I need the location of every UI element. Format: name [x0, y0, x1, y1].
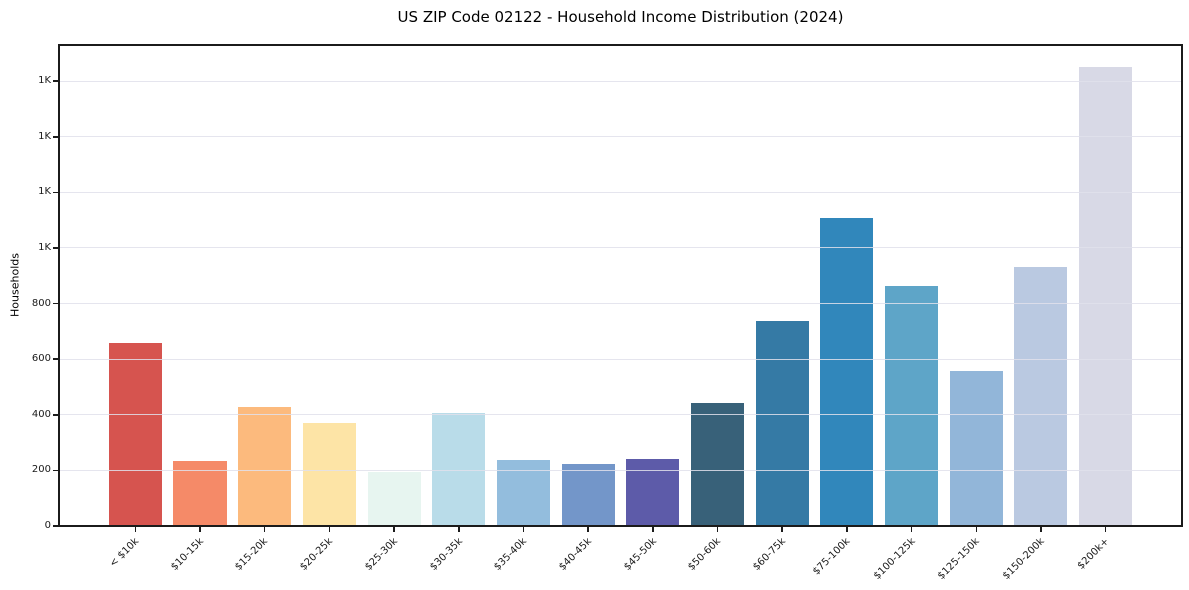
spine-right [1181, 44, 1183, 527]
x-tick-label-$125-150k: $125-150k [936, 536, 983, 582]
y-tick-label-1400: 1K [38, 130, 51, 142]
x-tick-label-$15-20k: $15-20k [233, 536, 271, 573]
y-tick-1600 [53, 80, 58, 82]
bar-$200k+ [1079, 67, 1133, 526]
bar-$35-40k [496, 460, 550, 526]
x-tick-$50-60k [716, 526, 719, 532]
bar-$40-45k [561, 464, 615, 526]
x-tick-$35-40k [522, 526, 525, 532]
y-tick-label-800: 800 [31, 297, 51, 309]
y-tick-1200 [53, 191, 58, 194]
bar-$60-75k [755, 320, 809, 526]
x-tick-$200k+ [1104, 526, 1107, 532]
x-tick-label-$30-35k: $30-35k [427, 536, 465, 573]
gridline-200 [59, 469, 1182, 471]
x-tick-$40-45k [587, 526, 589, 532]
gridline-1000 [59, 247, 1182, 249]
y-tick-label-200: 200 [31, 464, 51, 476]
x-tick-label-$200k+: $200k+ [1075, 536, 1112, 572]
bar-$20-25k [302, 423, 356, 526]
y-tick-800 [53, 302, 58, 305]
gridline-1600 [59, 80, 1182, 82]
bar-$150-200k [1014, 266, 1068, 526]
y-tick-label-1000: 1K [38, 241, 51, 253]
x-tick-$100-125k [910, 526, 913, 532]
bar-$15-20k [238, 407, 292, 526]
bar-$100-125k [885, 285, 939, 526]
bar-$10-15k [173, 461, 227, 526]
y-tick-400 [53, 414, 58, 416]
bar-$25-30k [367, 472, 421, 526]
chart-title: US ZIP Code 02122 - Household Income Dis… [397, 8, 844, 26]
x-tick-label-$60-75k: $60-75k [751, 536, 788, 573]
bar-$75-100k [820, 217, 874, 526]
x-tick-$20-25k [328, 526, 331, 532]
gridline-800 [59, 303, 1182, 305]
x-tick-$30-35k [458, 526, 460, 532]
x-tick-label-$10-15k: $10-15k [168, 536, 206, 573]
spine-bottom [58, 525, 1183, 527]
x-tick-$25-30k [393, 526, 395, 532]
y-tick-label-0: 0 [44, 520, 51, 531]
spine-top [58, 44, 1183, 46]
bar-$30-35k [432, 413, 486, 526]
x-tick-label-$50-60k: $50-60k [686, 536, 724, 573]
y-tick-600 [53, 358, 58, 360]
y-tick-200 [53, 469, 58, 472]
x-tick-label-$35-40k: $35-40k [492, 536, 530, 573]
y-tick-label-1200: 1K [38, 186, 51, 198]
y-tick-0 [53, 525, 58, 527]
y-tick-1000 [53, 247, 58, 249]
y-tick-label-400: 400 [31, 408, 51, 420]
y-tick-label-1600: 1K [38, 75, 51, 87]
gridline-400 [59, 414, 1182, 416]
gridline-600 [59, 358, 1182, 360]
x-tick-label-$40-45k: $40-45k [556, 536, 594, 573]
x-tick-label-$100-125k: $100-125k [871, 536, 918, 582]
x-tick-< $10k [134, 526, 137, 532]
x-tick-label-$150-200k: $150-200k [1000, 536, 1047, 582]
x-tick-label-$45-50k: $45-50k [621, 536, 659, 573]
y-tick-1400 [53, 136, 58, 138]
x-tick-label-< $10k: < $10k [107, 536, 142, 570]
y-tick-label-600: 600 [31, 353, 51, 365]
bar-$125-150k [949, 371, 1003, 526]
bar-< $10k [108, 343, 162, 526]
x-tick-$45-50k [652, 526, 654, 532]
x-tick-$10-15k [199, 526, 201, 532]
x-tick-$75-100k [846, 526, 848, 532]
x-tick-$125-150k [975, 526, 978, 532]
bar-$50-60k [691, 402, 745, 526]
gridline-1200 [59, 191, 1182, 193]
x-tick-label-$25-30k: $25-30k [362, 536, 400, 573]
x-tick-$60-75k [781, 526, 783, 532]
spine-left [58, 44, 60, 527]
x-tick-$15-20k [263, 526, 266, 532]
x-tick-label-$75-100k: $75-100k [811, 536, 853, 578]
x-tick-$150-200k [1040, 526, 1042, 532]
x-tick-label-$20-25k: $20-25k [298, 536, 336, 573]
gridline-1400 [59, 136, 1182, 138]
